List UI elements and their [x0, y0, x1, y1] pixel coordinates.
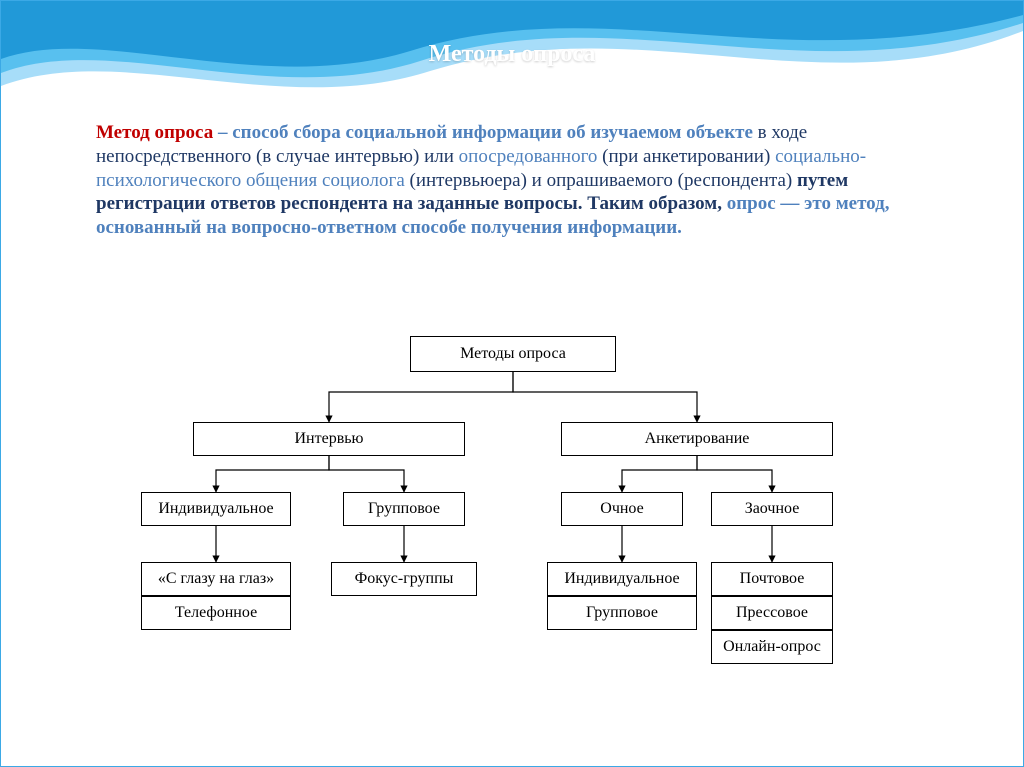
text-segment: Метод опроса: [96, 122, 213, 143]
node-zao: Заочное: [711, 492, 833, 526]
node-ind2: Индивидуальное: [547, 562, 697, 596]
text-segment: (при анкетировании): [597, 146, 775, 167]
text-segment: (интервьюера) и опрашиваемого (респонден…: [405, 170, 797, 191]
node-press: Прессовое: [711, 596, 833, 630]
methods-tree-diagram: Методы опроса Интервью Анкетирование Индиви…: [141, 336, 885, 736]
node-ind: Индивидуальное: [141, 492, 291, 526]
node-root: Методы опроса: [410, 336, 616, 372]
slide-title: Методы опроса: [1, 41, 1023, 68]
node-och: Очное: [561, 492, 683, 526]
text-segment: опосредованного: [459, 146, 598, 167]
edge: [329, 372, 513, 400]
node-grp: Групповое: [343, 492, 465, 526]
edge: [697, 456, 772, 492]
diagram-edges: [141, 336, 885, 736]
node-grp2: Групповое: [547, 596, 697, 630]
node-ank: Анкетирование: [561, 422, 833, 456]
edge: [216, 456, 329, 492]
node-int: Интервью: [193, 422, 465, 456]
text-segment: Таким образом,: [587, 193, 726, 214]
node-fokus: Фокус-группы: [331, 562, 477, 596]
text-segment: – способ сбора социальной информации об …: [213, 122, 757, 143]
node-glaz: «С глазу на глаз»: [141, 562, 291, 596]
edge: [513, 372, 697, 400]
slide: Методы опроса Метод опроса – способ сбор…: [0, 0, 1024, 767]
edge: [329, 456, 404, 492]
definition-paragraph: Метод опроса – способ сбора социальной и…: [96, 121, 931, 240]
edge: [622, 456, 697, 492]
node-poch: Почтовое: [711, 562, 833, 596]
node-online: Онлайн-опрос: [711, 630, 833, 664]
node-tel: Телефонное: [141, 596, 291, 630]
